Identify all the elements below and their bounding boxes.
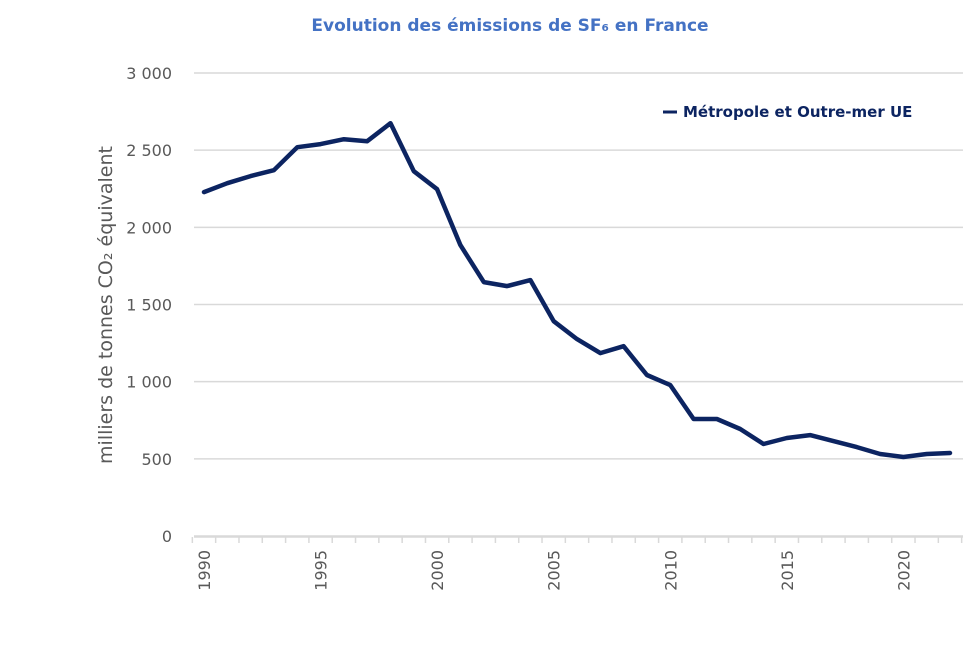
y-tick-label: 1 000 <box>126 373 172 392</box>
series-layer <box>201 120 953 460</box>
x-tick-label: 2015 <box>778 550 797 591</box>
y-axis-label: milliers de tonnes CO₂ équivalent <box>95 146 117 464</box>
x-tick-label: 2005 <box>545 550 564 591</box>
y-tick-label: 500 <box>141 450 172 469</box>
series-line <box>201 120 953 460</box>
y-tick-label: 2 500 <box>126 141 172 160</box>
x-tick-label: 1990 <box>195 550 214 591</box>
x-tick-label: 1995 <box>312 550 331 591</box>
x-tick-label: 2020 <box>894 550 913 591</box>
y-axis-ticks: 0 500 1 000 1 500 2 000 2 500 3 000 <box>126 64 172 546</box>
y-tick-label: 1 500 <box>126 296 172 315</box>
x-tick-label: 2010 <box>661 550 680 591</box>
x-axis: 1990 1995 2000 2005 2010 2015 2020 <box>191 536 963 591</box>
x-tick-label: 2000 <box>428 550 447 591</box>
legend: Métropole et Outre-mer UE <box>663 103 912 121</box>
y-tick-label: 0 <box>162 527 172 546</box>
y-tick-label: 2 000 <box>126 218 172 237</box>
legend-label: Métropole et Outre-mer UE <box>683 103 912 121</box>
y-tick-label: 3 000 <box>126 64 172 83</box>
gridlines <box>194 72 963 537</box>
chart-title: Evolution des émissions de SF₆ en France <box>311 16 708 36</box>
